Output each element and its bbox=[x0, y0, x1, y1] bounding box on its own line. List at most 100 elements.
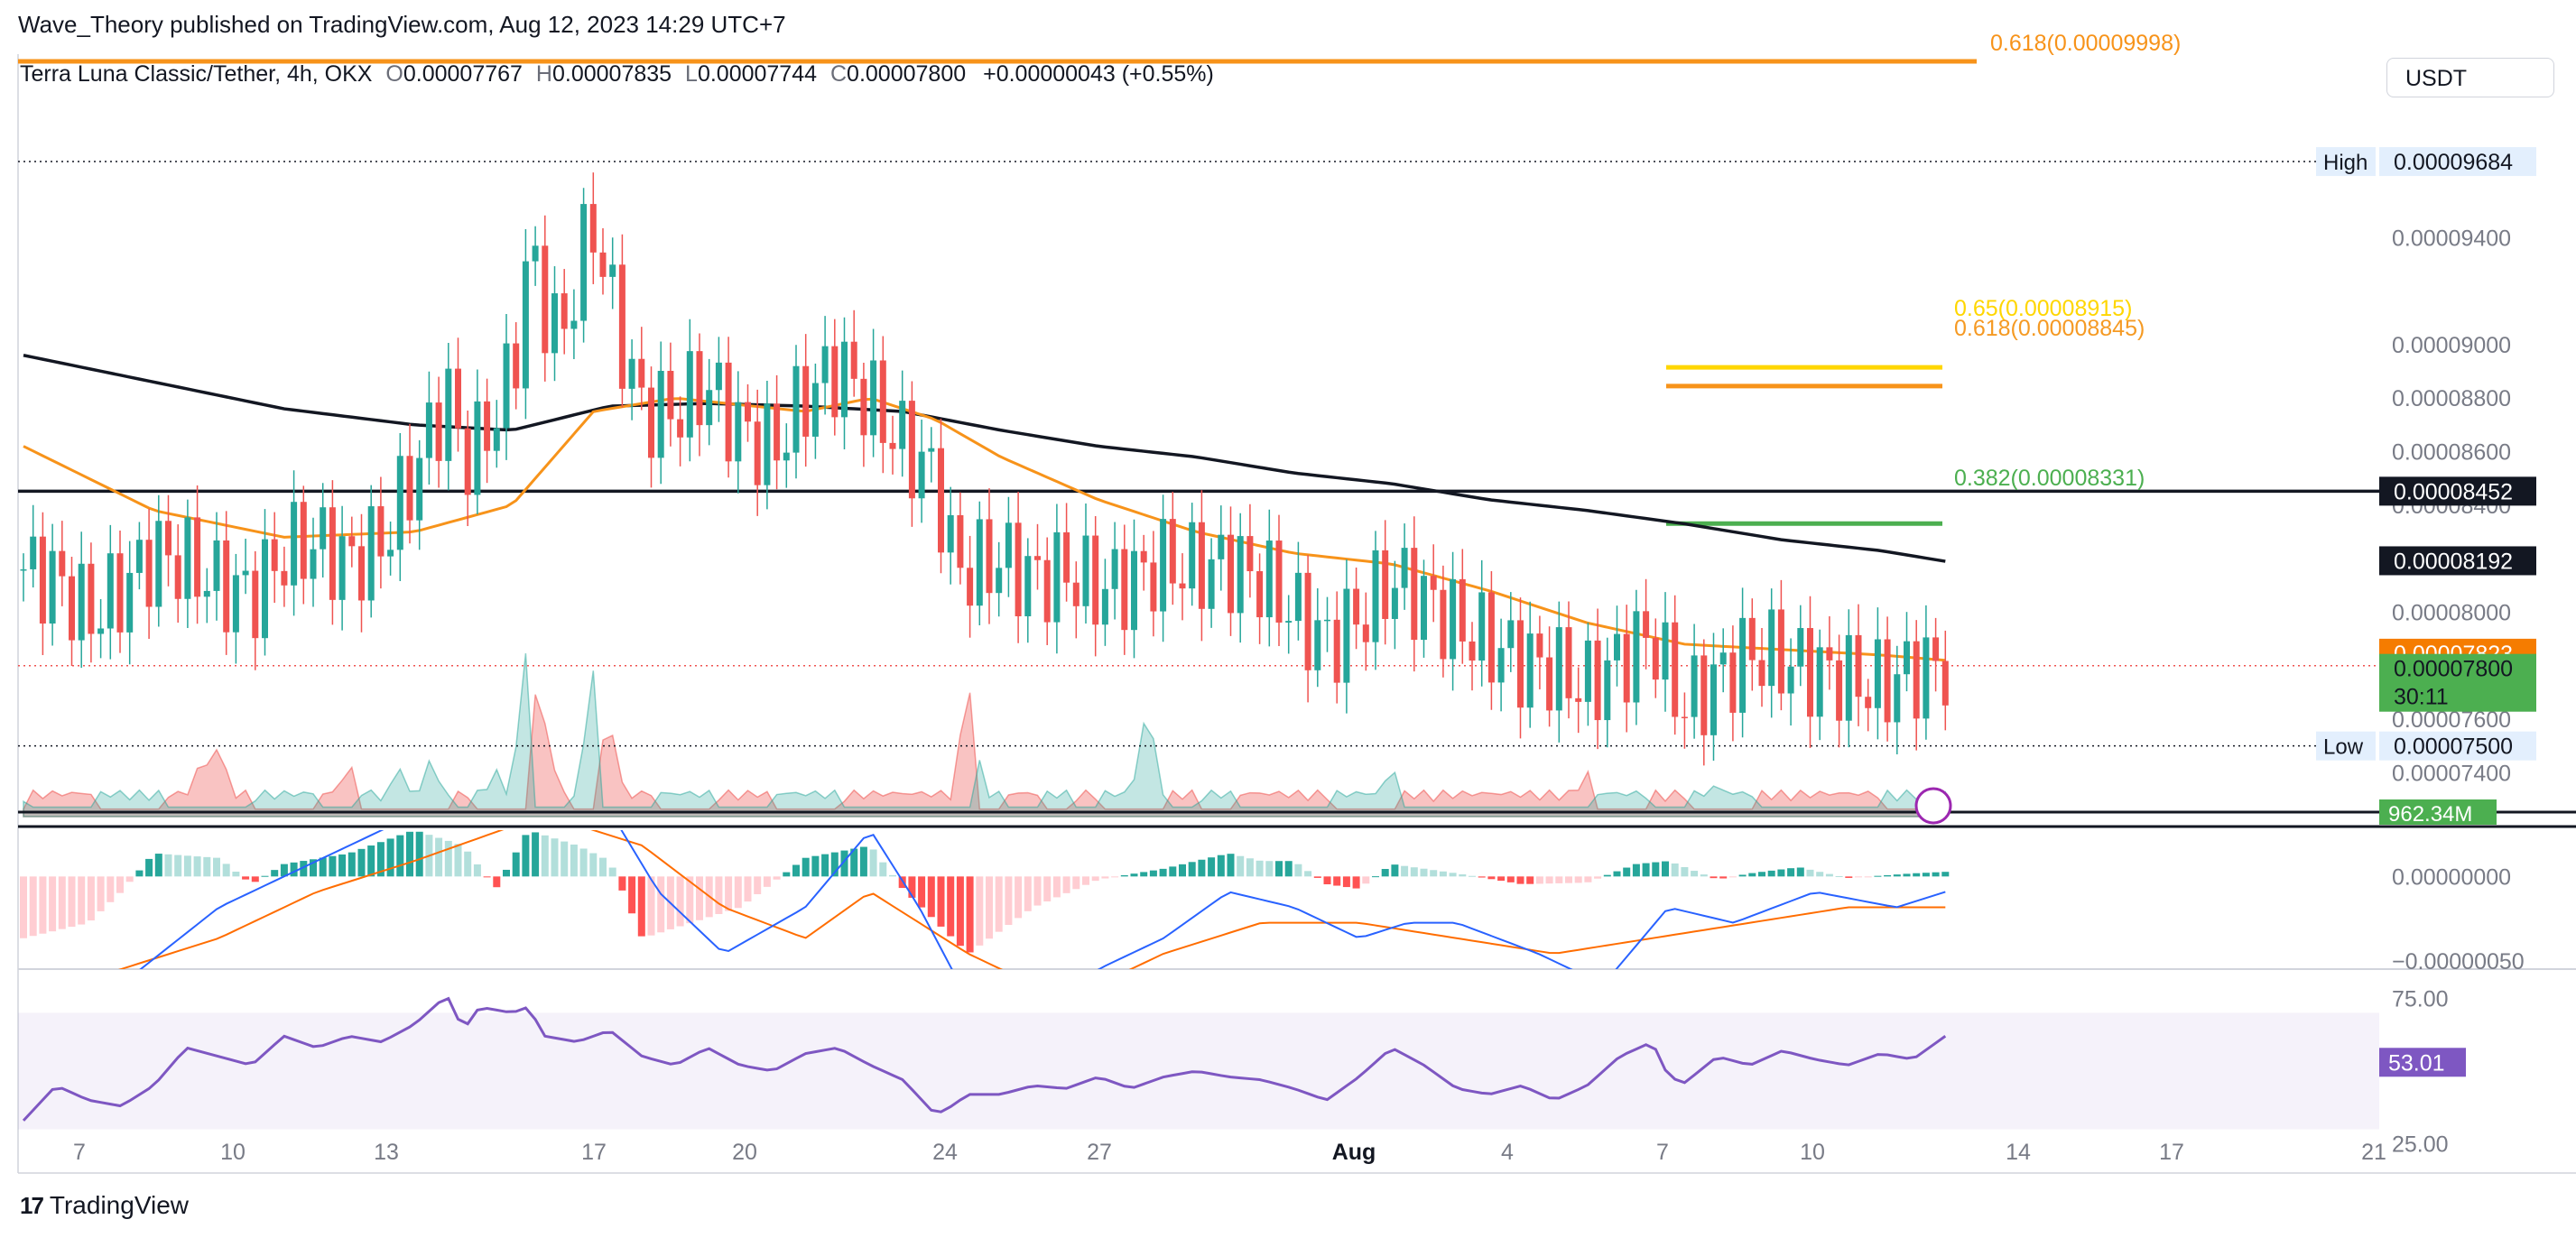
symbol-name[interactable]: Terra Luna Classic/Tether, 4h, OKX bbox=[20, 61, 373, 87]
macd-histogram-bar bbox=[1062, 876, 1070, 893]
macd-histogram-bar bbox=[792, 864, 800, 877]
candle-body bbox=[957, 514, 964, 568]
sma200-line bbox=[23, 354, 1946, 563]
candle-body bbox=[1005, 522, 1012, 568]
candle-body bbox=[648, 387, 654, 458]
macd-histogram-bar bbox=[918, 876, 926, 908]
macd-histogram-bar bbox=[1033, 876, 1042, 906]
candle-body bbox=[1932, 637, 1940, 661]
attribution: Wave_Theory published on TradingView.com… bbox=[18, 11, 786, 38]
candle-body bbox=[165, 521, 171, 556]
time-axis-tick-2: 13 bbox=[374, 1140, 399, 1165]
macd-histogram-bar bbox=[376, 842, 385, 877]
candle-body bbox=[542, 245, 549, 354]
macd-histogram-bar bbox=[280, 864, 288, 877]
candle-body bbox=[49, 550, 56, 624]
macd-histogram-bar bbox=[715, 876, 723, 915]
candle-body bbox=[774, 403, 781, 461]
candle-body bbox=[1923, 637, 1930, 719]
macd-histogram-bar bbox=[1545, 876, 1553, 884]
macd-histogram-bar bbox=[310, 859, 317, 877]
candle-body bbox=[1324, 619, 1330, 622]
candle-body bbox=[638, 358, 645, 388]
tradingview-brand[interactable]: 17 TradingView bbox=[20, 1191, 189, 1220]
macd-histogram-bar bbox=[1632, 864, 1640, 877]
candle-body bbox=[135, 540, 143, 573]
candle-body bbox=[1401, 548, 1408, 588]
candle-body bbox=[802, 365, 810, 437]
macd-histogram-bar bbox=[696, 876, 703, 920]
macd-histogram-bar bbox=[1652, 862, 1660, 877]
macd-histogram-bar bbox=[1265, 861, 1274, 877]
price-tag-sma bbox=[2379, 546, 2536, 576]
macd-histogram-bar bbox=[1835, 875, 1843, 877]
candle-body bbox=[764, 403, 771, 485]
macd-histogram-bar bbox=[271, 870, 279, 877]
volume-up-area bbox=[23, 652, 1947, 818]
price-tag-text-last: 0.00007800 bbox=[2394, 657, 2513, 682]
macd-histogram-bar bbox=[869, 849, 877, 877]
macd-histogram-bar bbox=[1217, 855, 1225, 877]
candle-body bbox=[223, 540, 230, 633]
candle-body bbox=[850, 341, 857, 379]
macd-histogram-bar bbox=[618, 876, 626, 891]
price-axis-tick-3: 0.00008600 bbox=[2392, 439, 2511, 465]
macd-histogram-bar bbox=[754, 876, 762, 894]
candle-body bbox=[938, 448, 944, 553]
candle-body bbox=[1894, 674, 1901, 723]
candle-body bbox=[493, 428, 500, 451]
macd-histogram-bar bbox=[1005, 876, 1013, 926]
candle-body bbox=[1043, 559, 1051, 623]
fib-label-0: 0.65(0.00008915) bbox=[1954, 296, 2132, 321]
candle-body bbox=[116, 553, 124, 633]
macd-histogram-bar bbox=[1884, 874, 1892, 877]
candle-body bbox=[1748, 617, 1756, 661]
macd-histogram-bar bbox=[1401, 865, 1409, 877]
macd-histogram-bar bbox=[1149, 870, 1157, 877]
macd-histogram-bar bbox=[1893, 874, 1901, 877]
high-value: 0.00007835 bbox=[551, 61, 672, 87]
macd-histogram-bar bbox=[1091, 876, 1099, 882]
macd-histogram-bar bbox=[1613, 871, 1621, 877]
macd-histogram-bar bbox=[637, 876, 645, 937]
candle-body bbox=[551, 293, 558, 354]
fib-label-1: 0.618(0.00008845) bbox=[1954, 316, 2145, 341]
candle-body bbox=[484, 401, 491, 451]
alert-bolt-icon[interactable] bbox=[1914, 787, 1952, 825]
macd-histogram-bar bbox=[821, 854, 829, 877]
candle-body bbox=[300, 502, 307, 579]
candle-body bbox=[242, 570, 249, 576]
macd-histogram-bar bbox=[1603, 874, 1611, 877]
candle-body bbox=[1507, 620, 1515, 649]
macd-histogram-bar bbox=[908, 876, 916, 898]
currency-selector[interactable]: USDT bbox=[2386, 58, 2554, 97]
candle-body bbox=[1092, 535, 1099, 625]
macd-histogram-bar bbox=[1691, 871, 1699, 877]
macd-histogram-bar bbox=[1913, 873, 1921, 877]
macd-histogram-bar bbox=[1565, 876, 1572, 883]
macd-histogram-bar bbox=[290, 862, 298, 877]
macd-histogram-bar bbox=[1728, 876, 1737, 878]
macd-histogram-bar bbox=[1246, 858, 1254, 877]
macd-histogram-bar bbox=[1932, 872, 1940, 877]
macd-histogram-bar bbox=[1140, 872, 1148, 877]
macd-histogram-bar bbox=[811, 855, 820, 877]
price-tag-last bbox=[2379, 653, 2536, 712]
macd-histogram-bar bbox=[1662, 861, 1669, 877]
macd-histogram-bar bbox=[1748, 873, 1756, 877]
low-value: 0.00007744 bbox=[697, 61, 818, 87]
candle-body bbox=[1121, 549, 1128, 631]
macd-histogram-bar bbox=[783, 872, 791, 877]
macd-histogram-bar bbox=[1024, 876, 1032, 911]
candle-body bbox=[754, 421, 761, 485]
candle-body bbox=[1189, 522, 1196, 589]
candle-body bbox=[1015, 522, 1022, 616]
candle-body bbox=[1053, 531, 1061, 623]
candle-body bbox=[725, 362, 732, 462]
candle-body bbox=[1101, 588, 1108, 625]
candle-body bbox=[435, 402, 442, 461]
macd-histogram-bar bbox=[570, 844, 578, 877]
macd-histogram-bar bbox=[135, 870, 144, 877]
time-axis-tick-12: 17 bbox=[2159, 1140, 2184, 1165]
